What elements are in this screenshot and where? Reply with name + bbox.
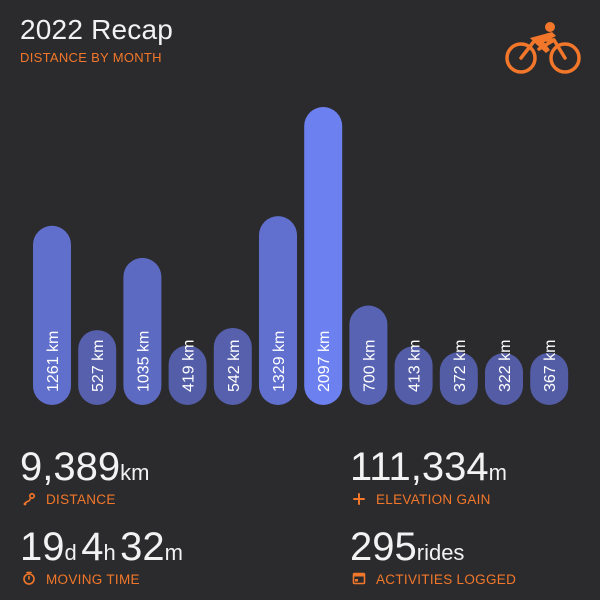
- moving-time-stat: 19d 4h 32m: [20, 525, 183, 570]
- bar-label-month-5: 542 km: [226, 340, 243, 392]
- bar-label-month-1: 1261 km: [45, 331, 62, 392]
- moving-time-minutes: 32: [120, 525, 165, 569]
- distance-label: DISTANCE: [46, 492, 116, 507]
- distance-stat: 9,389km: [20, 445, 149, 490]
- bar-month-8: [349, 305, 388, 405]
- page-title: 2022 Recap: [20, 14, 174, 45]
- moving-time-hours-unit: h: [103, 540, 116, 565]
- bar-label-month-7: 2097 km: [316, 331, 333, 392]
- page-subtitle: DISTANCE BY MONTH: [20, 50, 162, 65]
- route-pin-icon: [23, 492, 36, 506]
- elevation-value: 111,334: [350, 445, 489, 489]
- bar-label-month-12: 367 km: [542, 340, 559, 392]
- moving-time-hours: 4: [81, 525, 104, 569]
- bar-label-month-10: 372 km: [452, 340, 469, 392]
- monthly-distance-chart: 1261 km 527 km 1035 km 419 km 542 km 1329 km 2…: [33, 107, 569, 405]
- bar-month-11: [485, 353, 523, 405]
- bar-label-month-2: 527 km: [90, 340, 107, 392]
- activities-label: ACTIVITIES LOGGED: [376, 572, 517, 587]
- bar-label-month-11: 322 km: [497, 340, 514, 392]
- activities-unit: rides: [416, 540, 465, 565]
- plus-icon: [353, 493, 365, 505]
- bar-month-1: [33, 225, 71, 405]
- bar-month-10: [439, 352, 478, 405]
- stopwatch-icon: [23, 571, 35, 585]
- moving-time-minutes-unit: m: [164, 540, 183, 565]
- bar-label-month-4: 419 km: [181, 340, 198, 392]
- distance-unit: km: [120, 460, 150, 485]
- bar-month-4: [168, 345, 207, 405]
- elevation-unit: m: [488, 460, 507, 485]
- calendar-icon: [352, 572, 366, 585]
- elevation-label: ELEVATION GAIN: [376, 492, 491, 507]
- bar-label-month-6: 1329 km: [271, 331, 288, 392]
- activities-value: 295: [350, 525, 417, 569]
- bar-month-2: [78, 330, 117, 405]
- elevation-stat: 111,334m: [350, 445, 507, 490]
- cyclist-icon: [505, 22, 581, 74]
- bar-month-3: [123, 257, 162, 405]
- bar-label-month-3: 1035 km: [135, 331, 152, 392]
- bar-month-9: [394, 346, 433, 405]
- bar-month-5: [213, 327, 252, 405]
- activities-stat: 295rides: [350, 525, 464, 570]
- distance-value: 9,389: [20, 445, 121, 489]
- moving-time-days-unit: d: [64, 540, 77, 565]
- moving-time-label: MOVING TIME: [46, 572, 140, 587]
- bar-month-12: [530, 352, 569, 405]
- moving-time-days: 19: [20, 525, 65, 569]
- bar-month-6: [259, 216, 297, 405]
- bar-month-7: [304, 107, 343, 405]
- bar-label-month-9: 413 km: [407, 340, 424, 392]
- bar-label-month-8: 700 km: [361, 340, 378, 392]
